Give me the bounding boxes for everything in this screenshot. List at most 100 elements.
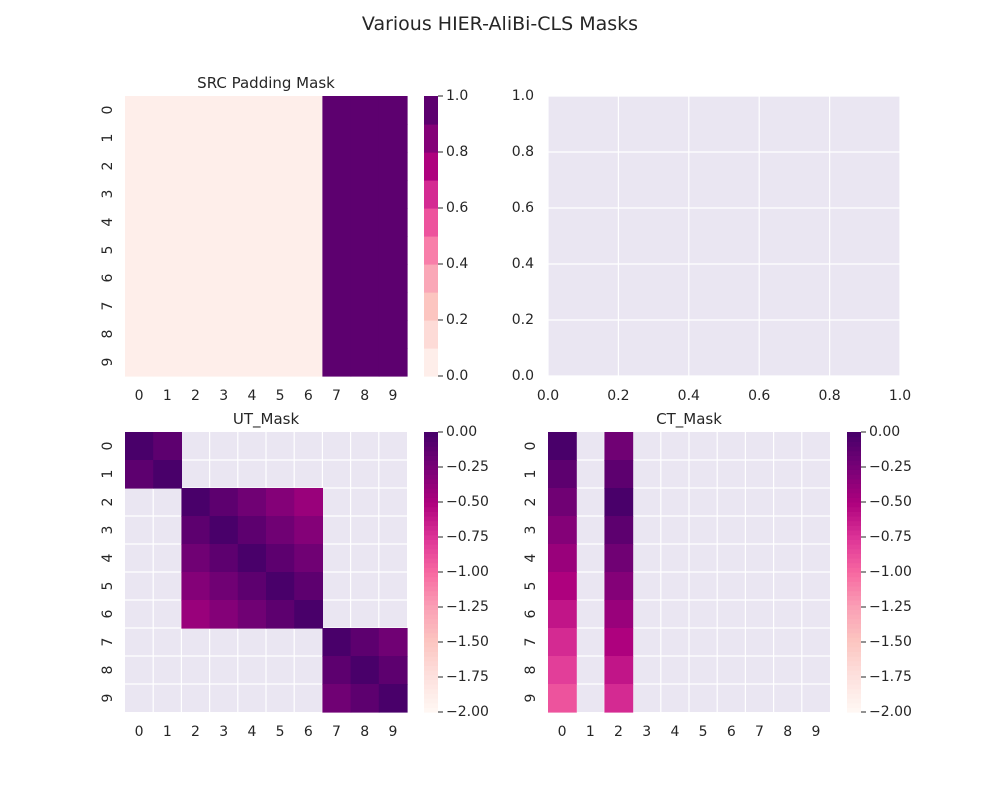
heatmap-cell <box>378 180 408 209</box>
colorbar-segment <box>424 581 438 587</box>
y-tick-label: 0.0 <box>512 368 534 384</box>
heatmap-cell <box>294 292 323 321</box>
heatmap-cell <box>322 348 352 377</box>
colorbar-segment <box>424 548 438 554</box>
x-tick-label: 0.6 <box>748 388 770 404</box>
heatmap-cell <box>350 292 380 321</box>
heatmap-cell <box>604 544 634 573</box>
x-tick-label: 5 <box>699 724 708 740</box>
colorbar-segment <box>847 534 861 540</box>
x-tick-label: 0.8 <box>818 388 840 404</box>
y-tick-label: 6 <box>100 609 116 618</box>
x-tick-label: 7 <box>755 724 764 740</box>
colorbar-tick-label: −1.75 <box>869 669 912 685</box>
colorbar-segment <box>847 660 861 666</box>
heatmap-cell <box>378 320 408 349</box>
colorbar-segment <box>424 567 438 573</box>
colorbar-segment <box>424 656 438 662</box>
y-tick-label: 8 <box>100 666 116 675</box>
colorbar-segment <box>424 660 438 666</box>
colorbar-segment <box>847 679 861 685</box>
colorbar-segment <box>424 562 438 568</box>
heatmap-cell <box>209 320 239 349</box>
heatmap-cell <box>378 348 408 377</box>
x-tick-label: 0 <box>135 388 144 404</box>
x-tick-label: 4 <box>670 724 679 740</box>
x-tick-label: 4 <box>247 388 256 404</box>
colorbar-segment <box>424 516 438 522</box>
heatmap-cell <box>350 320 380 349</box>
heatmap-cell <box>153 236 182 265</box>
colorbar-tick-label: 1.0 <box>446 88 468 104</box>
colorbar-segment <box>424 483 438 489</box>
colorbar-tick-label: −1.75 <box>446 669 489 685</box>
heatmap-cell <box>181 348 211 377</box>
y-tick-label: 4 <box>523 553 539 562</box>
colorbar-segment <box>424 236 438 265</box>
x-tick-label: 3 <box>642 724 651 740</box>
heatmap-cell <box>181 320 211 349</box>
y-tick-label: 5 <box>100 246 116 255</box>
colorbar-segment <box>424 674 438 680</box>
colorbar-tick-label: 0.00 <box>446 424 477 440</box>
ut-mask-heatmap: 0 1 2 3 4 5 6 7 8 9 0 1 2 3 4 5 6 7 8 9 UT_Mask 0.00 −0.25 −0.5… <box>100 410 489 740</box>
heatmap-cell <box>237 264 267 293</box>
heatmap-cell <box>294 208 323 237</box>
heatmap-cell <box>153 124 182 153</box>
colorbar-segment <box>847 562 861 568</box>
colorbar-segment <box>424 693 438 699</box>
colorbar-segment <box>847 567 861 573</box>
heatmap-cell <box>153 180 182 209</box>
colorbar-segment <box>424 436 438 442</box>
heatmap-cell <box>237 152 267 181</box>
colorbar-segment <box>847 455 861 461</box>
empty-axes-panel: 0.0 0.2 0.4 0.6 0.8 1.0 0.0 0.2 0.4 0.6 0.8 1.0 <box>512 88 911 404</box>
heatmap-cell <box>350 264 380 293</box>
heatmap-cell <box>604 628 634 657</box>
colorbar-segment <box>424 651 438 657</box>
colorbar-segment <box>424 441 438 447</box>
colorbar-segment <box>424 665 438 671</box>
colorbar-segment <box>424 670 438 676</box>
colorbar-segment <box>847 688 861 694</box>
heatmap-cell <box>209 488 239 517</box>
x-tick-label: 0 <box>558 724 567 740</box>
colorbar-segment <box>847 623 861 629</box>
heatmap-cell <box>181 516 211 545</box>
colorbar-tick-label: −1.25 <box>869 599 912 615</box>
colorbar-segment <box>847 628 861 634</box>
heatmap-cell <box>350 684 380 713</box>
heatmap-cell <box>350 208 380 237</box>
heatmap-cell <box>294 236 323 265</box>
y-tick-label: 0 <box>100 106 116 115</box>
heatmap-cell <box>294 544 323 573</box>
heatmap-cell <box>350 180 380 209</box>
heatmap-cell <box>209 96 239 125</box>
heatmap-cell <box>181 180 211 209</box>
colorbar-segment <box>424 464 438 470</box>
colorbar-segment <box>424 502 438 508</box>
heatmap-cell <box>378 208 408 237</box>
colorbar-segment <box>424 614 438 620</box>
colorbar-segment <box>424 534 438 540</box>
heatmap-cell <box>294 264 323 293</box>
colorbar-tick-label: −0.75 <box>446 529 489 545</box>
heatmap-cell <box>181 572 211 601</box>
heatmap-cell <box>604 684 634 713</box>
colorbar-segment <box>424 684 438 690</box>
heatmap-cell <box>294 320 323 349</box>
heatmap-cell <box>209 264 239 293</box>
heatmap-cell <box>548 572 577 601</box>
colorbar-segment <box>847 618 861 624</box>
y-tick-label: 1 <box>100 470 116 479</box>
y-tick-label: 4 <box>100 217 116 226</box>
heatmap-cell <box>294 180 323 209</box>
heatmap-cell <box>350 96 380 125</box>
heatmap-cell <box>237 124 267 153</box>
heatmap-cell <box>378 152 408 181</box>
colorbar-segment <box>847 702 861 708</box>
colorbar-segment <box>424 553 438 559</box>
colorbar-tick-label: −2.00 <box>869 704 912 720</box>
colorbar-segment <box>847 469 861 475</box>
heatmap-cell <box>181 488 211 517</box>
